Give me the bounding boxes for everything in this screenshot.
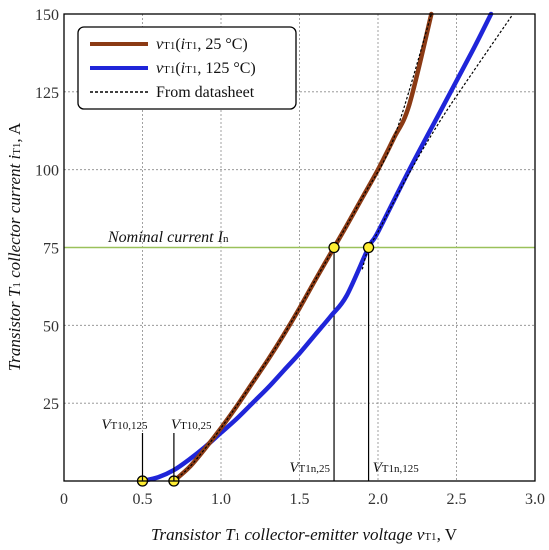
series-line-datasheet — [361, 13, 514, 270]
series-line-datasheet — [173, 13, 432, 482]
y-tick-label: 150 — [35, 7, 59, 24]
x-tick-labels: 0 0.5 1.0 1.5 2.0 2.5 3.0 — [60, 491, 545, 508]
marker-label: VT1n,25 — [289, 460, 330, 476]
marker-annotations: VT10,125 VT10,25 VT1n,25 VT1n,125 — [101, 417, 419, 481]
x-axis-title: Transistor T1 collector-emitter voltage … — [151, 525, 458, 544]
y-tick-label: 100 — [35, 163, 59, 180]
legend: vT1(iT1, 25 °C) vT1(iT1, 125 °C) From da… — [77, 26, 297, 110]
y-tick-label: 125 — [35, 85, 59, 102]
x-tick-label: 0 — [60, 491, 68, 508]
y-tick-label: 25 — [43, 396, 59, 413]
legend-label-25c: vT1(iT1, 25 °C) — [156, 36, 248, 53]
operating-point-marker — [362, 241, 375, 254]
y-tick-label: 50 — [43, 318, 59, 335]
x-tick-label: 1.0 — [211, 491, 231, 508]
marker-label: VT10,25 — [171, 417, 212, 433]
operating-point-marker — [328, 241, 340, 254]
x-tick-label: 1.5 — [290, 491, 310, 508]
plot-frame — [63, 13, 536, 482]
y-axis-title: Transistor T1 collector current iT1, A — [5, 122, 24, 371]
x-tick-label: 2.5 — [447, 491, 467, 508]
series-line-125c — [140, 11, 494, 484]
legend-box — [77, 26, 297, 110]
x-tick-label: 2.0 — [368, 491, 388, 508]
x-tick-label: 0.5 — [133, 491, 153, 508]
legend-label-125c: vT1(iT1, 125 °C) — [156, 60, 256, 77]
y-tick-labels: 25 50 75 100 125 150 — [35, 7, 59, 413]
marker-drop-lines — [333, 247, 370, 481]
marker-label: VT10,125 — [101, 417, 148, 433]
marker-label: VT1n,125 — [373, 460, 420, 476]
y-tick-label: 75 — [43, 241, 59, 258]
nominal-current-label: Nominal current In — [107, 229, 229, 246]
legend-label-datasheet: From datasheet — [156, 84, 255, 101]
x-tick-label: 3.0 — [525, 491, 545, 508]
operating-point-markers — [136, 241, 375, 487]
